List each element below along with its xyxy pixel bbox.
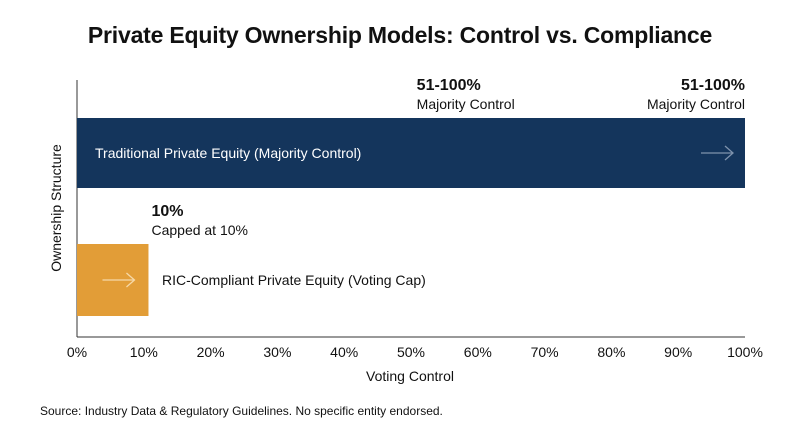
x-tick-label: 10% [130,344,158,360]
bar-category-label: Traditional Private Equity (Majority Con… [95,145,361,161]
bar [77,118,745,188]
annotation-text: Capped at 10% [151,222,248,238]
x-tick-label: 60% [464,344,492,360]
arrow-right-icon [102,272,136,288]
annotation-value: 51-100% [681,77,745,94]
x-axis-label: Voting Control [366,368,454,384]
x-tick-label: 90% [664,344,692,360]
annotation-text: Majority Control [417,96,515,112]
bars: Traditional Private Equity (Majority Con… [77,118,745,316]
bar-category-label: RIC-Compliant Private Equity (Voting Cap… [162,272,426,288]
arrow-right-icon [701,145,734,161]
annotations: 51-100% Majority Control 51-100% Majority C… [151,77,745,238]
x-tick-label: 20% [197,344,225,360]
x-ticks: 0% 10% 20% 30% 40% 50% 60% 70% 80% 90% 100% [67,344,763,360]
x-tick-label: 40% [330,344,358,360]
x-tick-label: 50% [397,344,425,360]
x-tick-label: 80% [597,344,625,360]
annotation-value: 10% [151,203,183,220]
chart-title: Private Equity Ownership Models: Control… [87,22,713,48]
x-tick-label: 100% [727,344,763,360]
annotation-text: Majority Control [647,96,745,112]
x-tick-label: 70% [531,344,559,360]
y-axis-label: Ownership Structure [48,144,64,272]
x-tick-label: 0% [67,344,87,360]
annotation-value: 51-100% [417,77,481,94]
x-tick-label: 30% [263,344,291,360]
source-note: Source: Industry Data & Regulatory Guide… [40,404,443,418]
